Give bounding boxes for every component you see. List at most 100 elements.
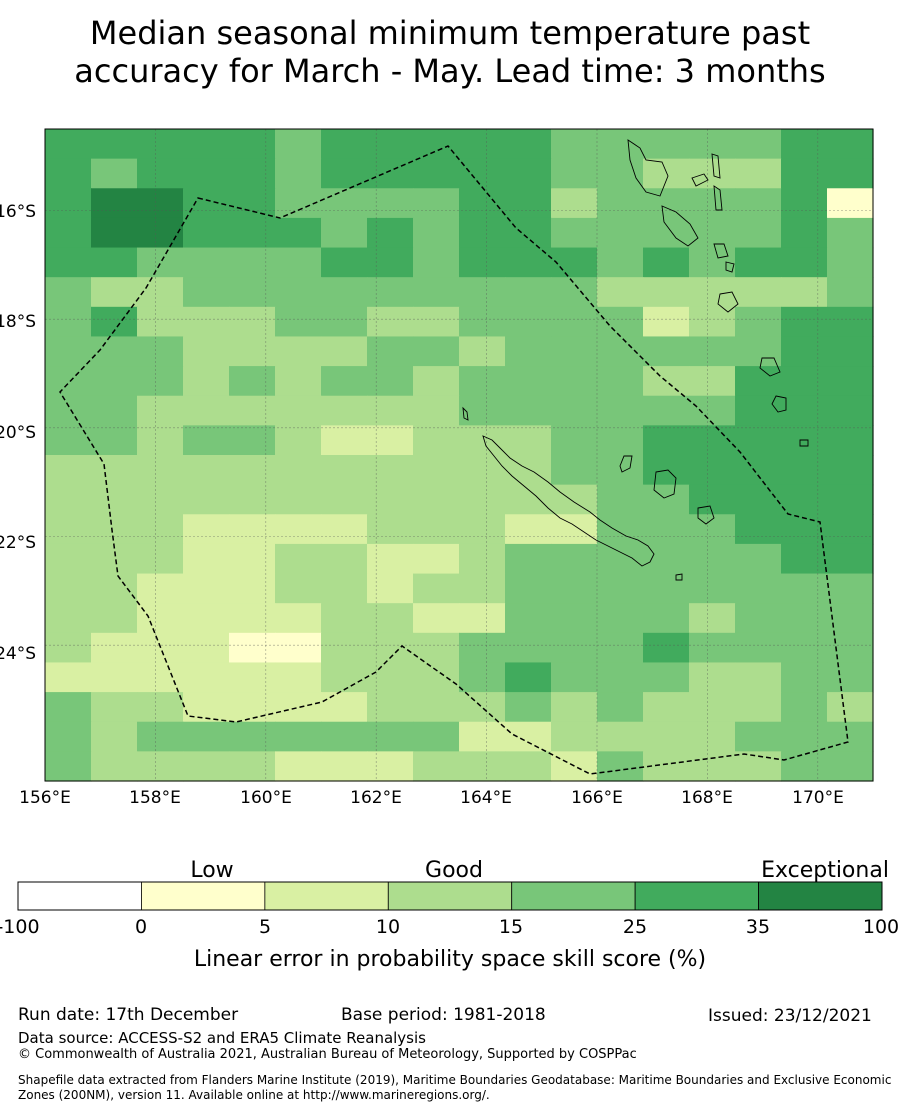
colorbar-tick-neg100: -100 xyxy=(0,916,40,938)
grid-cell xyxy=(367,188,414,219)
grid-cell xyxy=(551,217,598,249)
copyright: © Commonwealth of Australia 2021, Austra… xyxy=(18,1047,637,1062)
grid-cell xyxy=(643,484,690,515)
grid-cell xyxy=(551,514,598,545)
grid-cell xyxy=(413,721,460,752)
grid-cell xyxy=(229,603,276,634)
run-date: Run date: 17th December xyxy=(18,1005,239,1025)
grid-cell xyxy=(45,336,92,367)
grid-cell xyxy=(229,484,276,515)
grid-cell xyxy=(827,395,874,426)
grid-cell xyxy=(91,751,138,782)
grid-cell xyxy=(781,751,828,782)
grid-cell xyxy=(91,129,138,160)
grid-cell xyxy=(275,366,322,397)
grid-cell xyxy=(505,543,552,575)
grid-cell xyxy=(735,573,782,604)
grid-cell xyxy=(183,425,230,456)
grid-cell xyxy=(459,188,506,219)
grid-cell xyxy=(643,573,690,604)
grid-cell xyxy=(827,277,874,308)
grid-cell xyxy=(505,514,552,545)
grid-cell xyxy=(321,692,368,723)
grid-cell xyxy=(91,247,138,278)
grid-cell xyxy=(781,158,828,189)
colorbar-segment xyxy=(634,881,759,911)
grid-cell xyxy=(735,543,782,575)
grid-cell xyxy=(643,395,690,426)
grid-cell xyxy=(91,721,138,752)
grid-cell xyxy=(689,662,736,693)
grid-cell xyxy=(229,158,276,189)
loyalty-island-mare xyxy=(697,505,715,525)
grid-cell xyxy=(827,247,874,278)
vanuatu-ambae xyxy=(691,173,709,187)
grid-cell xyxy=(459,395,506,426)
grid-cell xyxy=(597,395,644,426)
grid-cell xyxy=(229,573,276,604)
colorbar-tick-25: 25 xyxy=(623,916,647,938)
grid-cell xyxy=(91,306,138,338)
grid-cell xyxy=(229,395,276,426)
grid-cell xyxy=(735,129,782,160)
colorbar-segment xyxy=(387,881,513,911)
grid-cell xyxy=(551,721,598,752)
grid-cell xyxy=(413,366,460,397)
grid-cell xyxy=(413,129,460,160)
grid-cell xyxy=(183,484,230,515)
grid-cell xyxy=(781,692,828,723)
grid-cell xyxy=(643,603,690,634)
colorbar-segment xyxy=(264,881,389,911)
loyalty-island-ouvea xyxy=(619,455,633,473)
grid-cell xyxy=(367,306,414,338)
grid-cell xyxy=(643,692,690,723)
grid-cell xyxy=(367,484,414,515)
grid-cell xyxy=(321,336,368,367)
grid-cell xyxy=(321,366,368,397)
grid-cell xyxy=(551,425,598,456)
grid-cell xyxy=(275,662,322,693)
grid-cell xyxy=(781,306,828,338)
grid-cell xyxy=(597,247,644,278)
grid-cell xyxy=(321,217,368,249)
grid-cell xyxy=(367,692,414,723)
grid-cell xyxy=(229,336,276,367)
grid-cell xyxy=(505,603,552,634)
grid-cell xyxy=(321,632,368,664)
grid-cell xyxy=(321,514,368,545)
vanuatu-aneityum xyxy=(799,439,809,447)
grid-cell xyxy=(91,277,138,308)
map-frame xyxy=(44,128,874,782)
grid-cell xyxy=(735,603,782,634)
grid-cell xyxy=(367,217,414,249)
colorbar-tick-10: 10 xyxy=(376,916,400,938)
grid-cell xyxy=(45,217,92,249)
grid-cell xyxy=(505,129,552,160)
x-tick-166: 166°E xyxy=(571,788,623,808)
grid-cell xyxy=(781,543,828,575)
grid-cell xyxy=(413,662,460,693)
grid-cell xyxy=(781,395,828,426)
grid-cell xyxy=(459,543,506,575)
grid-cell xyxy=(689,721,736,752)
grid-cell xyxy=(413,336,460,367)
grid-cell xyxy=(183,692,230,723)
grid-cell xyxy=(781,603,828,634)
grid-cell xyxy=(551,306,598,338)
grid-cell xyxy=(367,395,414,426)
grid-cell xyxy=(781,632,828,664)
grid-cell xyxy=(45,662,92,693)
grid-cell xyxy=(275,721,322,752)
grid-cell xyxy=(229,188,276,219)
grid-cell xyxy=(459,514,506,545)
grid-cell xyxy=(137,543,184,575)
grid-cell xyxy=(689,632,736,664)
grid-cell xyxy=(459,484,506,515)
grid-cell xyxy=(735,188,782,219)
grid-cell xyxy=(413,247,460,278)
grid-cell xyxy=(597,632,644,664)
grid-cell xyxy=(275,425,322,456)
grid-cell xyxy=(597,366,644,397)
grid-cell xyxy=(505,306,552,338)
grid-cell xyxy=(827,129,874,160)
